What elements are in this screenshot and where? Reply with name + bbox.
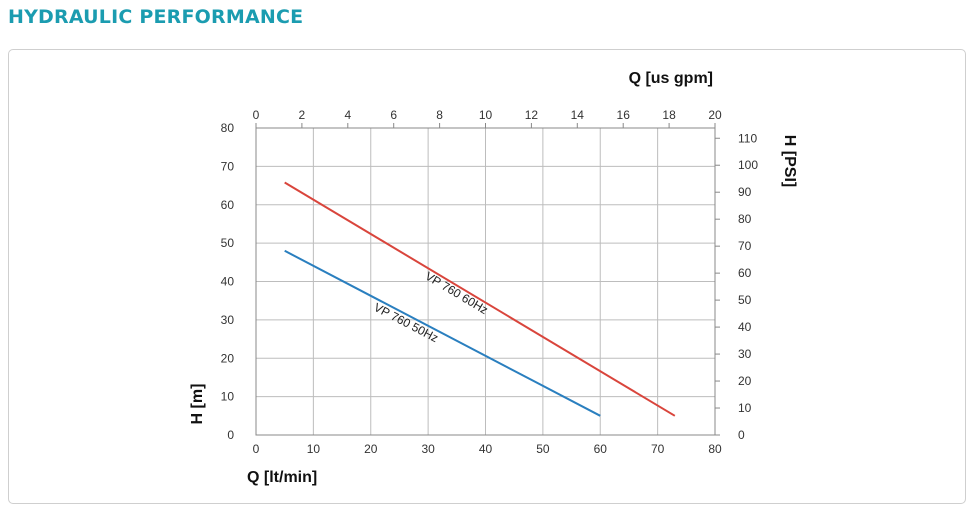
x-tick-label: 50 [536, 442, 550, 456]
y-tick-label: 50 [221, 236, 235, 250]
y-tick-label: 70 [221, 159, 235, 173]
page-title: HYDRAULIC PERFORMANCE [8, 6, 304, 28]
y-tick-label: 20 [221, 351, 235, 365]
x2-tick-label: 14 [571, 108, 585, 122]
x-tick-label: 10 [307, 442, 321, 456]
x-tick-label: 60 [594, 442, 608, 456]
x-tick-label: 40 [479, 442, 493, 456]
x-tick-label: 70 [651, 442, 665, 456]
x2-tick-label: 12 [525, 108, 539, 122]
grid-layer [255, 127, 716, 436]
x2-tick-label: 2 [299, 108, 306, 122]
y2-tick-label: 80 [738, 212, 752, 226]
x2-tick-label: 18 [662, 108, 676, 122]
chart-panel [8, 49, 966, 504]
y2-tick-label: 70 [738, 239, 752, 253]
x2-tick-label: 4 [344, 108, 351, 122]
x-axis-title: Q [lt/min] [247, 469, 317, 486]
x-tick-label: 20 [364, 442, 378, 456]
x2-tick-label: 8 [436, 108, 443, 122]
y-tick-label: 60 [221, 198, 235, 212]
y-tick-label: 10 [221, 390, 235, 404]
y-axis-title: H [m] [189, 384, 206, 425]
y2-tick-label: 110 [738, 131, 757, 145]
x2-tick-label: 16 [617, 108, 631, 122]
y2-tick-label: 20 [738, 374, 752, 388]
x2-tick-label: 10 [479, 108, 493, 122]
x-tick-label: 80 [708, 442, 722, 456]
series-label: VP 760 60Hz [423, 269, 491, 317]
y2-axis-title: H [PSI] [781, 135, 798, 187]
y-tick-label: 80 [221, 121, 235, 135]
y2-tick-label: 100 [738, 158, 758, 172]
y2-tick-label: 10 [738, 401, 752, 415]
series-line [284, 249, 601, 417]
series-layer [284, 181, 676, 417]
y-tick-label: 0 [227, 428, 234, 442]
axis-layer: 0 10 20 30 40 50 60 70 80 0 10 20 30 40 50 60 70 80 0 2 4 6 8 1… [189, 70, 798, 486]
y2-tick-label: 0 [738, 428, 745, 442]
series-label: VP 760 50Hz [372, 300, 441, 345]
y2-tick-label: 60 [738, 266, 752, 280]
y2-tick-label: 30 [738, 347, 752, 361]
series-line [284, 181, 676, 417]
x2-axis-title: Q [us gpm] [629, 70, 713, 87]
y2-tick-label: 50 [738, 293, 752, 307]
y-tick-label: 40 [221, 275, 235, 289]
y-tick-label: 30 [221, 313, 235, 327]
y2-tick-label: 40 [738, 320, 752, 334]
y2-tick-label: 90 [738, 185, 752, 199]
x-tick-label: 0 [253, 442, 260, 456]
x2-tick-label: 6 [390, 108, 397, 122]
x-tick-label: 30 [421, 442, 435, 456]
x2-tick-label: 0 [253, 108, 260, 122]
x2-tick-label: 20 [708, 108, 722, 122]
